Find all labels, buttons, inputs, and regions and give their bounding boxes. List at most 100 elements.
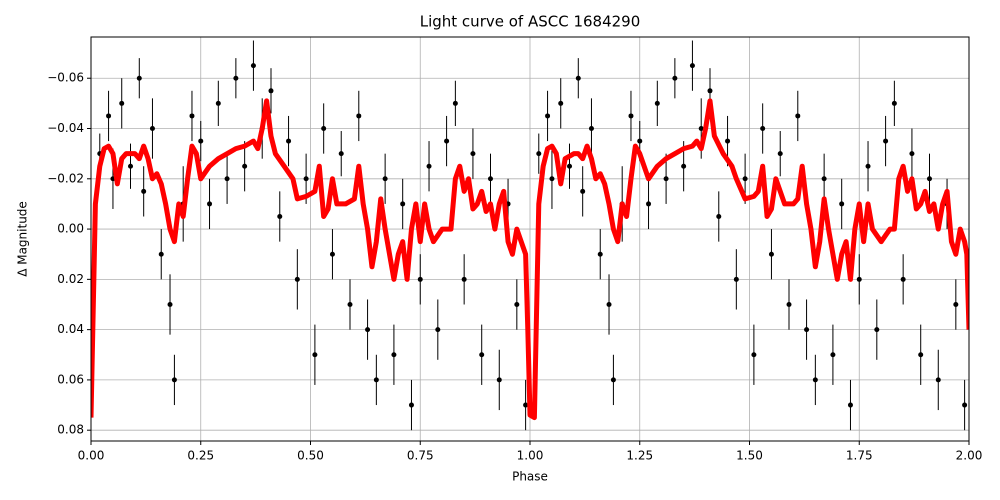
y-tick-label: 0.04 [57,322,84,336]
data-point [760,126,765,131]
data-point [848,403,853,408]
data-point [150,126,155,131]
x-tick-label: 1.50 [736,449,763,463]
data-point [909,151,914,156]
data-point [646,201,651,206]
data-point [690,63,695,68]
data-point [795,113,800,118]
y-axis-label: Δ Magnitude [16,201,30,277]
x-tick-label: 2.00 [956,449,983,463]
data-point [453,101,458,106]
data-point [119,101,124,106]
data-point [778,151,783,156]
y-tick-label: −0.04 [47,121,84,135]
data-point [383,176,388,181]
data-point [839,201,844,206]
data-point [892,101,897,106]
data-point [664,176,669,181]
data-point [883,139,888,144]
data-point [462,277,467,282]
x-tick-label: 1.00 [517,449,544,463]
x-axis-label: Phase [512,470,548,484]
data-point [936,377,941,382]
data-point [857,277,862,282]
data-point [787,302,792,307]
data-point [953,302,958,307]
data-point [751,352,756,357]
data-point [918,352,923,357]
data-point [628,113,633,118]
data-point [549,176,554,181]
y-tick-label: −0.06 [47,71,84,85]
data-point [874,327,879,332]
data-point [286,139,291,144]
data-point [339,151,344,156]
data-point [312,352,317,357]
x-tick-label: 0.50 [297,449,324,463]
data-point [159,252,164,257]
data-point [348,302,353,307]
data-point [813,377,818,382]
data-point [295,277,300,282]
data-point [356,113,361,118]
x-tick-label: 1.25 [626,449,653,463]
data-point [141,189,146,194]
data-point [866,164,871,169]
data-point [225,176,230,181]
data-point [707,88,712,93]
data-point [901,277,906,282]
data-point [514,302,519,307]
data-point [400,201,405,206]
data-point [611,377,616,382]
data-point [137,76,142,81]
data-point [536,151,541,156]
data-point [743,176,748,181]
data-point [172,377,177,382]
data-point [207,201,212,206]
data-point [242,164,247,169]
x-tick-label: 0.00 [78,449,105,463]
data-point [637,139,642,144]
data-point [444,139,449,144]
data-point [435,327,440,332]
data-point [607,302,612,307]
data-point [391,352,396,357]
data-point [830,352,835,357]
x-tick-label: 1.75 [846,449,873,463]
data-point [598,252,603,257]
data-point [106,113,111,118]
data-point [567,164,572,169]
data-point [716,214,721,219]
data-point [277,214,282,219]
data-point [321,126,326,131]
data-point [365,327,370,332]
data-point [233,76,238,81]
data-point [251,63,256,68]
data-point [497,377,502,382]
data-point [268,88,273,93]
data-point [168,302,173,307]
data-point [479,352,484,357]
y-tick-label: 0.08 [57,423,84,437]
data-point [681,164,686,169]
data-point [804,327,809,332]
x-tick-label: 0.25 [187,449,214,463]
data-point [672,76,677,81]
data-point [725,139,730,144]
x-tick-label: 0.75 [407,449,434,463]
y-tick-label: 0.02 [57,272,84,286]
y-tick-label: 0.00 [57,222,84,236]
data-point [734,277,739,282]
data-point [418,277,423,282]
data-point [769,252,774,257]
data-point [304,176,309,181]
data-point [198,139,203,144]
data-point [488,176,493,181]
data-point [216,101,221,106]
data-point [470,151,475,156]
data-point [580,189,585,194]
data-point [576,76,581,81]
y-tick-label: −0.02 [47,171,84,185]
data-point [655,101,660,106]
